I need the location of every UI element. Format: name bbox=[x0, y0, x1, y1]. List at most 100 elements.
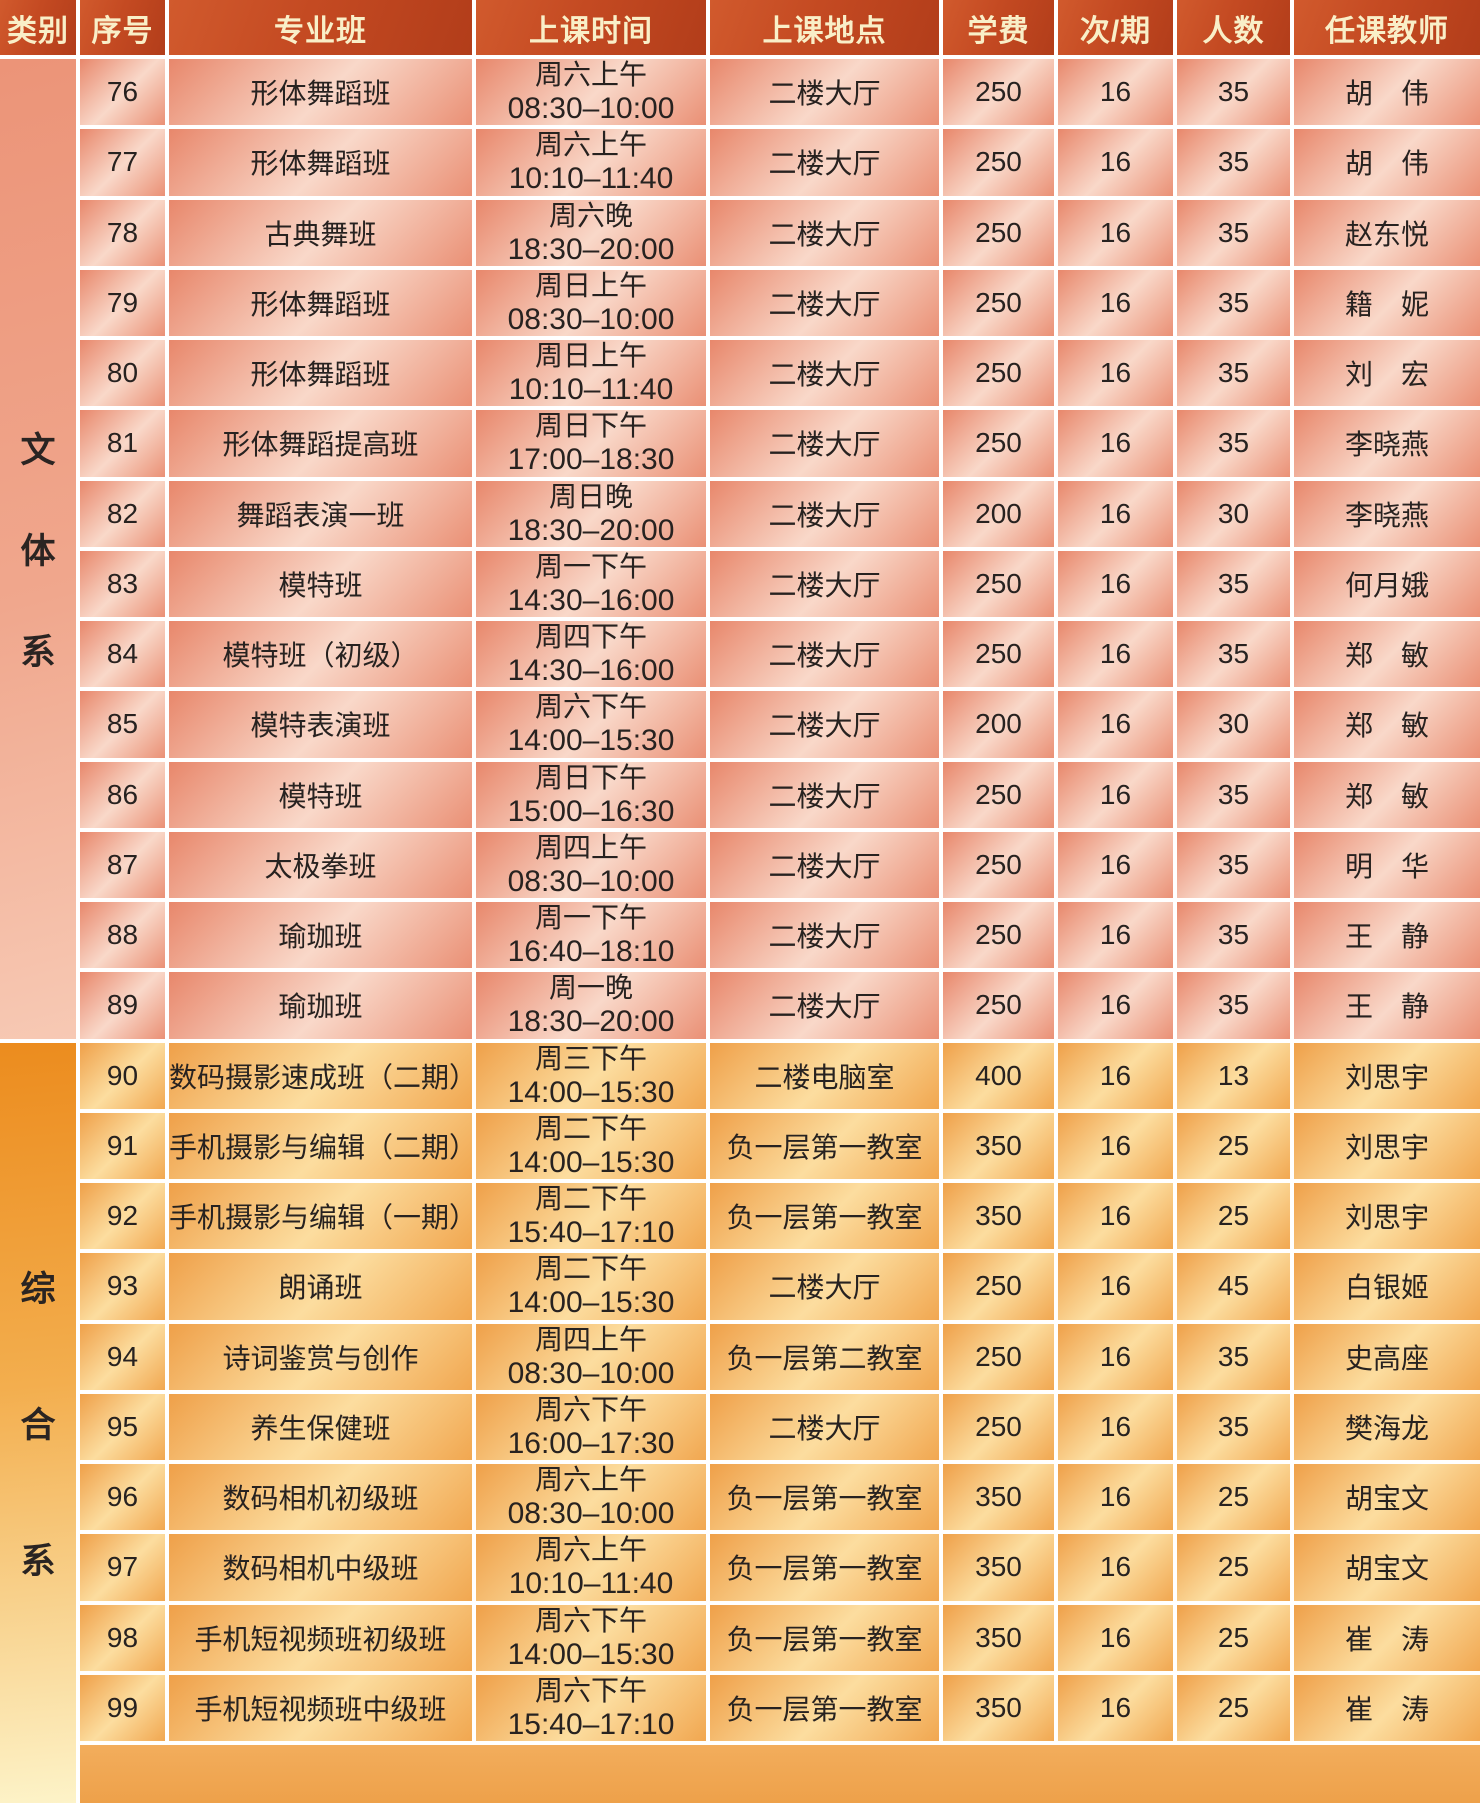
cell-time: 周日上午 08:30–10:00 bbox=[476, 269, 706, 336]
class-hours-text: 18:30–20:00 bbox=[507, 1005, 675, 1039]
cell-class-name: 数码摄影速成班（二期） bbox=[169, 1042, 477, 1109]
class-day-text: 周一晚 bbox=[548, 972, 633, 1004]
category-char: 系 bbox=[20, 633, 56, 673]
cell-fee: 250 bbox=[943, 59, 1054, 126]
cell-sessions: 16 bbox=[1058, 621, 1173, 688]
cell-class-name: 手机摄影与编辑（二期） bbox=[169, 1112, 477, 1179]
cell-teacher: 胡宝文 bbox=[1294, 1464, 1480, 1531]
cell-fee: 350 bbox=[943, 1674, 1054, 1741]
cell-time: 周一晚 18:30–20:00 bbox=[476, 972, 706, 1039]
cell-no: 80 bbox=[80, 340, 165, 407]
cell-class-name: 数码相机中级班 bbox=[169, 1534, 472, 1601]
cell-place: 负一层第一教室 bbox=[710, 1183, 939, 1250]
cell-capacity: 13 bbox=[1177, 1042, 1290, 1109]
cell-time: 周六上午 08:30–10:00 bbox=[476, 59, 706, 126]
cell-place: 二楼大厅 bbox=[710, 550, 939, 617]
class-day-text: 周六晚 bbox=[548, 199, 633, 231]
cell-sessions: 16 bbox=[1058, 972, 1173, 1039]
class-day-text: 周六下午 bbox=[534, 1604, 647, 1636]
cell-place: 二楼大厅 bbox=[710, 902, 939, 969]
cell-fee: 250 bbox=[943, 199, 1054, 266]
class-day-text: 周日下午 bbox=[534, 410, 647, 442]
class-hours-text: 15:40–17:10 bbox=[507, 1707, 675, 1741]
cell-no: 90 bbox=[80, 1042, 165, 1109]
cell-class-name: 模特班 bbox=[169, 550, 472, 617]
cell-no: 88 bbox=[80, 902, 165, 969]
class-day-text: 周一下午 bbox=[534, 902, 647, 934]
cell-capacity: 35 bbox=[1177, 972, 1290, 1039]
cell-capacity: 30 bbox=[1177, 691, 1290, 758]
cell-no: 97 bbox=[80, 1534, 165, 1601]
cell-no: 87 bbox=[80, 831, 165, 898]
cell-fee: 250 bbox=[943, 129, 1054, 196]
cell-sessions: 16 bbox=[1058, 1183, 1173, 1250]
cell-capacity: 35 bbox=[1177, 199, 1290, 266]
cell-sessions: 16 bbox=[1058, 902, 1173, 969]
cell-sessions: 16 bbox=[1058, 1674, 1173, 1741]
cell-time: 周日晚 18:30–20:00 bbox=[476, 480, 706, 547]
class-hours-text: 17:00–18:30 bbox=[507, 443, 675, 477]
cell-teacher: 赵东悦 bbox=[1294, 199, 1480, 266]
cell-time: 周六下午 15:40–17:10 bbox=[476, 1674, 706, 1741]
header-cell-teacher: 任课教师 bbox=[1294, 0, 1480, 55]
cell-teacher: 史高座 bbox=[1294, 1323, 1480, 1390]
cell-capacity: 35 bbox=[1177, 269, 1290, 336]
class-day-text: 周二下午 bbox=[534, 1112, 647, 1144]
header-cell-category: 类别 bbox=[0, 0, 76, 55]
cell-place: 二楼大厅 bbox=[710, 1253, 939, 1320]
cell-teacher: 刘思宇 bbox=[1294, 1042, 1480, 1109]
category-cell-zonghexi: 综合系 bbox=[0, 1042, 76, 1803]
cell-class-name: 朗诵班 bbox=[169, 1253, 472, 1320]
cell-class-name: 数码相机初级班 bbox=[169, 1464, 472, 1531]
cell-place: 二楼电脑室 bbox=[710, 1042, 939, 1109]
cell-place: 负一层第一教室 bbox=[710, 1112, 939, 1179]
cell-time: 周一下午 14:30–16:00 bbox=[476, 550, 706, 617]
cell-sessions: 16 bbox=[1058, 550, 1173, 617]
cell-teacher: 崔 涛 bbox=[1294, 1674, 1480, 1741]
class-hours-text: 18:30–20:00 bbox=[507, 513, 675, 547]
cell-capacity: 35 bbox=[1177, 831, 1290, 898]
cell-no: 85 bbox=[80, 691, 165, 758]
class-hours-text: 08:30–10:00 bbox=[507, 1356, 675, 1390]
cell-place: 负一层第一教室 bbox=[710, 1464, 939, 1531]
header-cell-place: 上课地点 bbox=[710, 0, 939, 55]
cell-capacity: 45 bbox=[1177, 1253, 1290, 1320]
cell-teacher: 崔 涛 bbox=[1294, 1604, 1480, 1671]
cell-class-name: 瑜珈班 bbox=[169, 972, 472, 1039]
cell-place: 二楼大厅 bbox=[710, 761, 939, 828]
cell-no: 93 bbox=[80, 1253, 165, 1320]
class-day-text: 周六上午 bbox=[534, 1464, 647, 1496]
class-hours-text: 14:00–15:30 bbox=[507, 1145, 675, 1179]
cell-no: 91 bbox=[80, 1112, 165, 1179]
class-hours-text: 10:10–11:40 bbox=[508, 162, 674, 196]
class-day-text: 周二下午 bbox=[534, 1253, 647, 1285]
cell-capacity: 35 bbox=[1177, 761, 1290, 828]
cell-sessions: 16 bbox=[1058, 831, 1173, 898]
cell-class-name: 太极拳班 bbox=[169, 831, 472, 898]
cell-time: 周六上午 08:30–10:00 bbox=[476, 1464, 706, 1531]
bottom-filler-band bbox=[80, 1745, 1480, 1803]
cell-teacher: 刘思宇 bbox=[1294, 1112, 1480, 1179]
class-hours-text: 14:00–15:30 bbox=[507, 1075, 675, 1109]
cell-teacher: 刘思宇 bbox=[1294, 1183, 1480, 1250]
cell-fee: 250 bbox=[943, 972, 1054, 1039]
cell-no: 79 bbox=[80, 269, 165, 336]
cell-time: 周四上午 08:30–10:00 bbox=[476, 1323, 706, 1390]
cell-sessions: 16 bbox=[1058, 340, 1173, 407]
cell-place: 二楼大厅 bbox=[710, 340, 939, 407]
cell-time: 周四上午 08:30–10:00 bbox=[476, 831, 706, 898]
cell-time: 周日下午 15:00–16:30 bbox=[476, 761, 706, 828]
cell-time: 周六上午 10:10–11:40 bbox=[476, 129, 706, 196]
cell-teacher: 刘 宏 bbox=[1294, 340, 1480, 407]
cell-fee: 200 bbox=[943, 691, 1054, 758]
cell-class-name: 瑜珈班 bbox=[169, 902, 472, 969]
cell-time: 周六晚 18:30–20:00 bbox=[476, 199, 706, 266]
cell-time: 周一下午 16:40–18:10 bbox=[476, 902, 706, 969]
header-cell-class: 专业班 bbox=[169, 0, 472, 55]
cell-no: 98 bbox=[80, 1604, 165, 1671]
cell-sessions: 16 bbox=[1058, 1112, 1173, 1179]
cell-sessions: 16 bbox=[1058, 129, 1173, 196]
cell-place: 二楼大厅 bbox=[710, 691, 939, 758]
cell-time: 周六下午 16:00–17:30 bbox=[476, 1393, 706, 1460]
